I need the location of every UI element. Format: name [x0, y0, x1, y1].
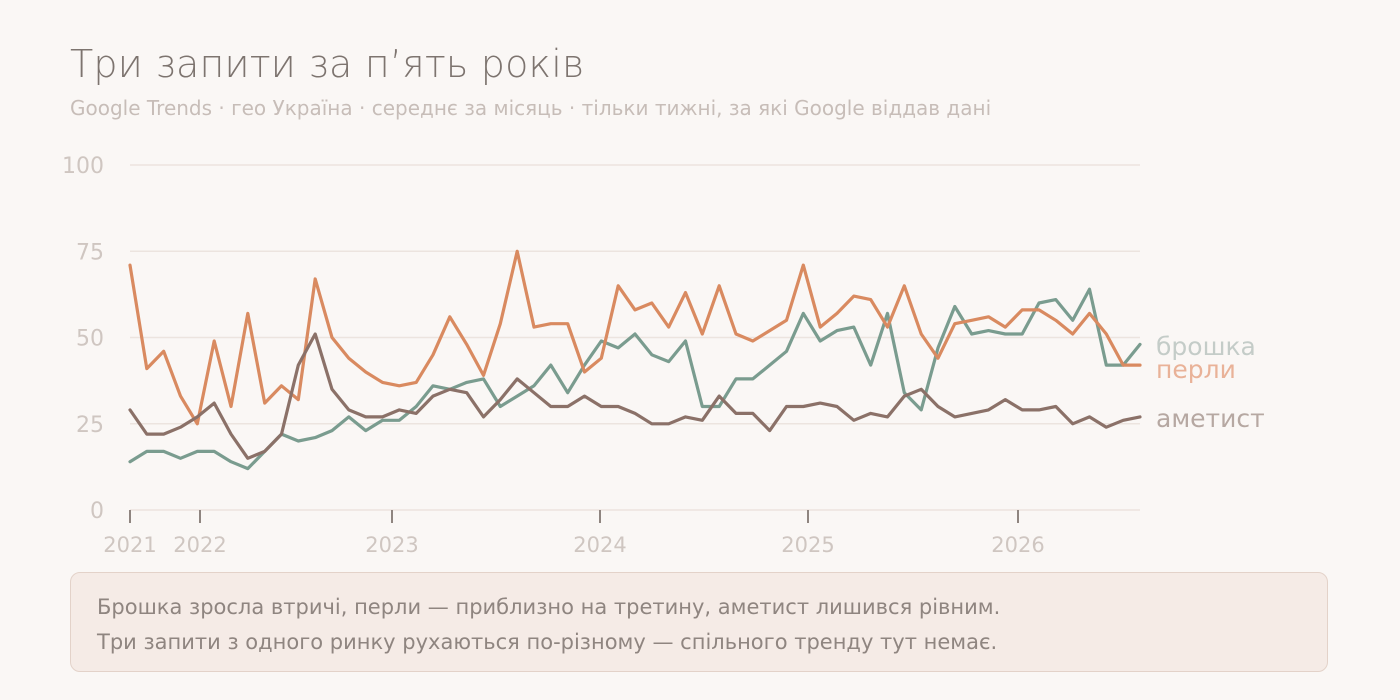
- summary-note: Брошка зросла втричі, перли — приблизно …: [70, 572, 1328, 672]
- summary-line-1: Брошка зросла втричі, перли — приблизно …: [97, 595, 1001, 619]
- series-label-брошка: брошка: [1156, 332, 1256, 361]
- chart-title: Три запити за п’ять років: [70, 42, 585, 86]
- x-tick-label-2026: 2026: [991, 533, 1044, 557]
- series-label-перли: перли: [1156, 355, 1236, 384]
- series-line-аметист: [128, 332, 1142, 460]
- y-tick-label-0: 0: [90, 499, 104, 524]
- x-tick-label-2021: 2021: [103, 533, 156, 557]
- y-tick-label-75: 75: [76, 240, 104, 265]
- chart-subtitle: Google Trends · гео Україна · середнє за…: [70, 96, 992, 120]
- x-tick-label-2022: 2022: [173, 533, 226, 557]
- series-line-брошка: [128, 287, 1142, 471]
- x-tick-label-2024: 2024: [573, 533, 626, 557]
- x-tick-label-2025: 2025: [781, 533, 834, 557]
- line-chart: 0 25 50 75 100 2021 2022 2023 2024 2025 2026 брошка…: [62, 154, 1265, 557]
- x-tick-label-2023: 2023: [365, 533, 418, 557]
- summary-line-2: Три запити з одного ринку рухаються по-р…: [97, 630, 998, 654]
- y-tick-label-50: 50: [76, 327, 104, 352]
- y-tick-label-25: 25: [76, 413, 104, 438]
- series-label-аметист: аметист: [1156, 404, 1265, 433]
- y-tick-label-100: 100: [62, 154, 104, 179]
- series-line-перли: [128, 249, 1142, 426]
